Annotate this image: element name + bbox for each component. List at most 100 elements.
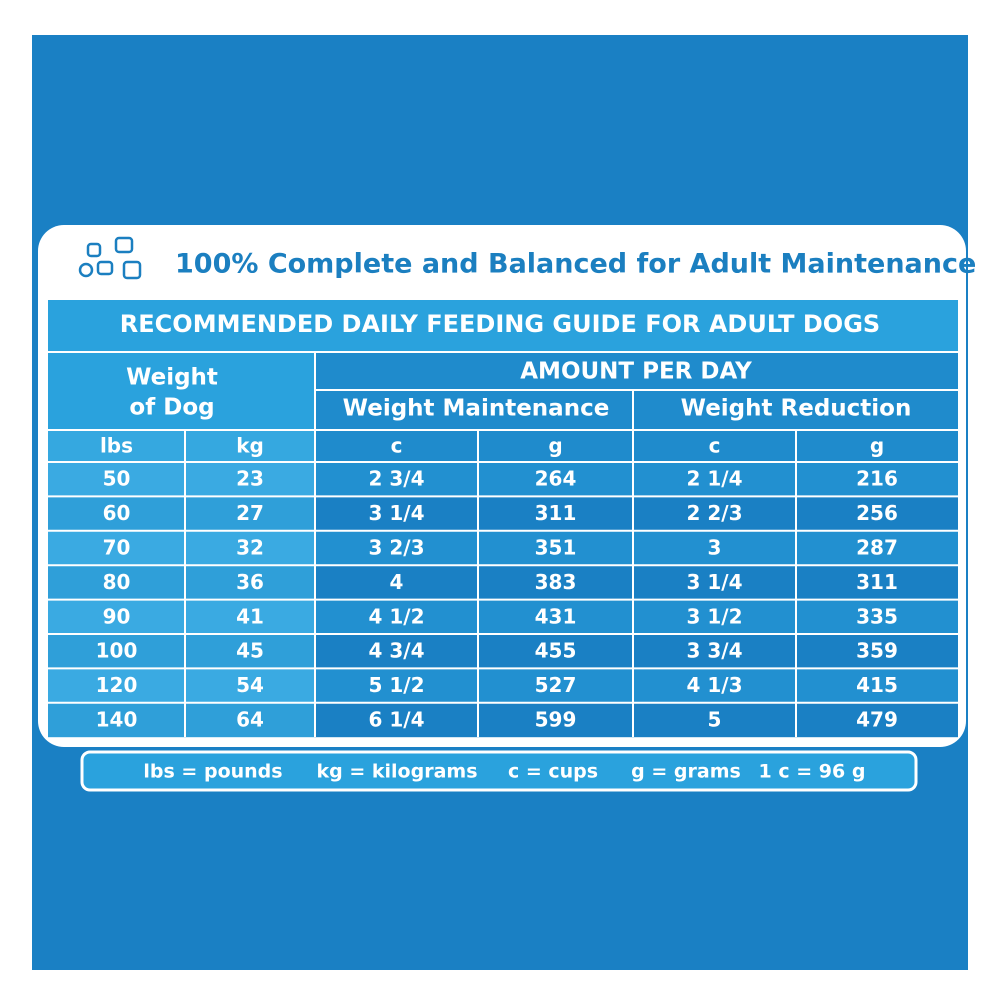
cell-text: 351 bbox=[535, 536, 577, 560]
cell bbox=[633, 462, 796, 497]
weight-header: of Dog bbox=[129, 395, 214, 421]
amount-header: AMOUNT PER DAY bbox=[520, 359, 752, 385]
cell bbox=[185, 462, 315, 497]
unit-cell bbox=[315, 430, 478, 462]
cell-text: 41 bbox=[236, 604, 264, 628]
cell-text: 479 bbox=[856, 708, 898, 732]
cell-text: 3 1/4 bbox=[686, 570, 742, 594]
cell-text: 264 bbox=[535, 467, 577, 491]
unit: g bbox=[870, 434, 884, 458]
cell-text: 256 bbox=[856, 501, 898, 525]
cell bbox=[633, 668, 796, 703]
unit: g bbox=[548, 434, 562, 458]
cell-text: 100 bbox=[96, 639, 138, 663]
cell-text: 415 bbox=[856, 673, 898, 697]
cell bbox=[796, 530, 958, 566]
cell bbox=[633, 565, 796, 600]
cell bbox=[315, 668, 478, 703]
unit: kg bbox=[236, 434, 264, 458]
group-header: Weight Reduction bbox=[681, 396, 912, 422]
cell-text: 3 1/4 bbox=[368, 501, 424, 525]
cell-text: 455 bbox=[535, 639, 577, 663]
cell-text: 216 bbox=[856, 467, 898, 491]
table: Weight of Dog AMOUNT PER DAY Weight Mainten… bbox=[48, 351, 958, 738]
cell-text: 335 bbox=[856, 604, 898, 628]
cell bbox=[796, 599, 958, 634]
weight-header: Weight bbox=[126, 365, 218, 391]
footer: lbs = pounds kg = kilograms c = cups g = gr… bbox=[143, 761, 865, 783]
cell-text: 4 3/4 bbox=[368, 639, 424, 663]
unit-cell bbox=[48, 430, 185, 462]
cell bbox=[185, 496, 315, 531]
cell bbox=[315, 702, 478, 738]
footer-item: g = grams bbox=[631, 761, 741, 783]
cell bbox=[48, 496, 185, 531]
cell bbox=[185, 599, 315, 634]
cell bbox=[478, 496, 633, 531]
cell bbox=[796, 565, 958, 600]
cell bbox=[796, 496, 958, 531]
unit: c bbox=[391, 434, 403, 458]
cell-text: 311 bbox=[535, 501, 577, 525]
cell-text: 4 1/3 bbox=[686, 673, 742, 697]
cell-text: 32 bbox=[236, 536, 264, 560]
footer-item: 1 c = 96 g bbox=[759, 761, 866, 783]
cell bbox=[185, 530, 315, 566]
cell bbox=[796, 634, 958, 669]
cell bbox=[315, 565, 478, 600]
cell-text: 80 bbox=[103, 570, 131, 594]
cell-text: 60 bbox=[103, 501, 131, 525]
cell-text: 50 bbox=[103, 467, 131, 491]
cell bbox=[633, 599, 796, 634]
cell-text: 140 bbox=[96, 708, 138, 732]
cell bbox=[315, 462, 478, 497]
cell-text: 64 bbox=[236, 708, 264, 732]
cell-text: 3 1/2 bbox=[686, 604, 742, 628]
header-title: 100% Complete and Balanced for Adult Mai… bbox=[175, 249, 976, 280]
cell bbox=[478, 634, 633, 669]
cell bbox=[478, 599, 633, 634]
cell-text: 54 bbox=[236, 673, 264, 697]
unit: c bbox=[709, 434, 721, 458]
cell-text: 431 bbox=[535, 604, 577, 628]
cell-text: 5 bbox=[708, 708, 722, 732]
cell-text: 2 1/4 bbox=[686, 467, 742, 491]
cell bbox=[796, 462, 958, 497]
cell bbox=[796, 668, 958, 703]
cell-text: 4 bbox=[390, 570, 404, 594]
cell bbox=[48, 462, 185, 497]
cell-text: 36 bbox=[236, 570, 264, 594]
cell-text: 4 1/2 bbox=[368, 604, 424, 628]
cell bbox=[478, 462, 633, 497]
cell-text: 311 bbox=[856, 570, 898, 594]
cell bbox=[478, 702, 633, 738]
cell bbox=[633, 702, 796, 738]
cell-text: 527 bbox=[535, 673, 577, 697]
cell bbox=[478, 530, 633, 566]
cell bbox=[633, 496, 796, 531]
unit-cell bbox=[185, 430, 315, 462]
table-title: RECOMMENDED DAILY FEEDING GUIDE FOR ADUL… bbox=[120, 310, 880, 338]
cell bbox=[315, 530, 478, 566]
cell-text: 2 3/4 bbox=[368, 467, 424, 491]
cell-text: 23 bbox=[236, 467, 264, 491]
cell-text: 70 bbox=[103, 536, 131, 560]
cell bbox=[315, 496, 478, 531]
cell bbox=[185, 702, 315, 738]
cell-text: 27 bbox=[236, 501, 264, 525]
cell bbox=[48, 668, 185, 703]
cell-text: 45 bbox=[236, 639, 264, 663]
cell-text: 3 2/3 bbox=[368, 536, 424, 560]
unit-cell bbox=[633, 430, 796, 462]
cell bbox=[478, 668, 633, 703]
cell-text: 287 bbox=[856, 536, 898, 560]
cell bbox=[478, 565, 633, 600]
cell bbox=[48, 634, 185, 669]
cell-text: 6 1/4 bbox=[368, 708, 424, 732]
cell bbox=[185, 634, 315, 669]
cell bbox=[48, 599, 185, 634]
cell bbox=[48, 702, 185, 738]
unit: lbs bbox=[100, 434, 133, 458]
